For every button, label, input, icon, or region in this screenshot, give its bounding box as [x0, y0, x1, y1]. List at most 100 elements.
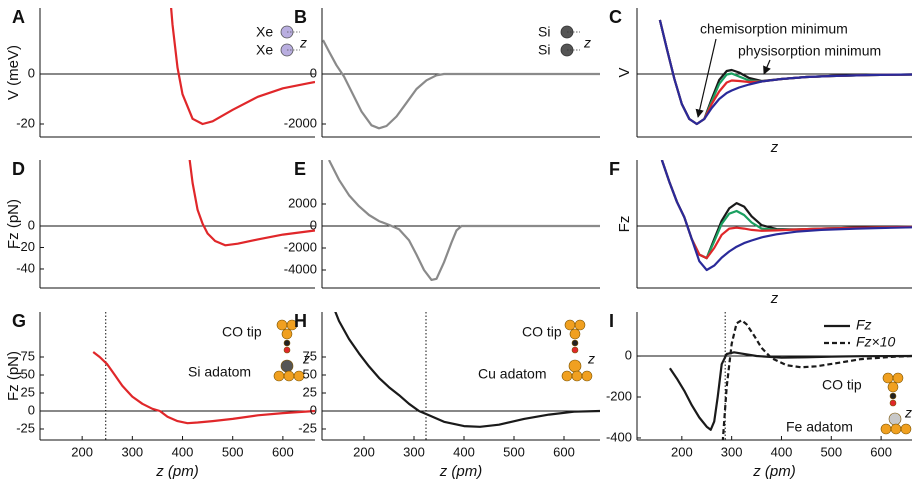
y-tick-label: -2000 — [284, 239, 317, 254]
y-tick-label: -40 — [16, 260, 35, 275]
tip-icon — [880, 372, 912, 435]
series-line — [322, 39, 600, 130]
panel-letter: E — [294, 159, 306, 179]
series-line — [658, 19, 912, 126]
series-line — [660, 160, 912, 272]
y-tick-label: -20 — [16, 115, 35, 130]
x-tick-label: 600 — [870, 444, 892, 459]
y-tick-label: -25 — [298, 420, 317, 435]
panel-letter: I — [609, 311, 614, 331]
panel: F Fz z — [609, 159, 912, 307]
x-tick-label: 200 — [671, 444, 693, 459]
atom-icons — [280, 25, 300, 57]
x-tick-label: 400 — [771, 444, 793, 459]
series-line — [668, 351, 912, 431]
y-tick-label: 0 — [310, 217, 317, 232]
panel-letter: F — [609, 159, 620, 179]
series-line — [660, 160, 912, 260]
y-axis-label: Fz — [616, 216, 633, 233]
annotation: Fe adatom — [786, 419, 853, 435]
x-tick-label: 500 — [222, 444, 244, 459]
x-tick-label: 600 — [272, 444, 294, 459]
series-line — [188, 160, 315, 247]
panel: B -2000 0 — [284, 7, 600, 138]
panel-letter: B — [294, 7, 307, 27]
y-tick-label: 0 — [310, 402, 317, 417]
x-tick-label: 200 — [71, 444, 93, 459]
series-line — [170, 8, 315, 126]
x-axis-label: z (pm) — [439, 463, 483, 480]
annotation: chemisorption minimum — [700, 21, 848, 37]
annotation: Si — [538, 24, 550, 40]
y-tick-label: 0 — [28, 65, 35, 80]
panel: E -4000 -2000 0 2000 — [284, 159, 600, 289]
tip-icon — [273, 319, 305, 382]
series-line — [328, 160, 600, 281]
annotation: Xe — [256, 42, 273, 58]
x-tick-label: 200 — [353, 444, 375, 459]
y-axis-label: V — [616, 67, 633, 77]
y-tick-label: -20 — [16, 239, 35, 254]
annotation: z — [583, 35, 591, 51]
x-axis-label: z (pm) — [155, 463, 199, 480]
annotation: Cu adatom — [478, 366, 546, 382]
panel-letter: G — [12, 311, 26, 331]
x-tick-label: 500 — [503, 444, 525, 459]
x-axis-label: z (pm) — [752, 463, 796, 480]
annotation: Si adatom — [188, 364, 251, 380]
y-tick-label: -25 — [16, 420, 35, 435]
annotation: CO tip — [522, 324, 562, 340]
panel-letter: C — [609, 7, 622, 27]
tip-icon — [561, 319, 593, 382]
y-tick-label: 2000 — [288, 195, 317, 210]
x-tick-label: 500 — [820, 444, 842, 459]
y-tick-label: 75 — [303, 348, 317, 363]
y-tick-label: 0 — [28, 217, 35, 232]
panel-letter: D — [12, 159, 25, 179]
panel: G Fz (pN) z (pm) -25 0 25 50 75 200 300 400 500 600 — [5, 311, 315, 480]
y-tick-label: -2000 — [284, 115, 317, 130]
y-tick-label: -4000 — [284, 261, 317, 276]
annotation: z — [302, 351, 310, 367]
panel-letter: H — [294, 311, 307, 331]
y-tick-label: 25 — [21, 384, 35, 399]
annotation: z — [904, 405, 912, 421]
y-axis-label: V (meV) — [5, 45, 22, 100]
y-tick-label: 0 — [625, 347, 632, 362]
x-tick-label: 300 — [721, 444, 743, 459]
series-line — [660, 160, 912, 260]
y-tick-label: 0 — [28, 402, 35, 417]
annotation: z — [587, 351, 595, 367]
y-tick-label: 0 — [310, 65, 317, 80]
x-tick-label: 300 — [121, 444, 143, 459]
y-axis-label: Fz (pN) — [5, 199, 22, 249]
annotation: CO tip — [822, 377, 862, 393]
panel: A V (meV) -20 0 — [5, 7, 315, 138]
x-tick-label: 400 — [172, 444, 194, 459]
annotation: physisorption minimum — [738, 43, 881, 59]
annotation: Si — [538, 42, 550, 58]
x-tick-label: 400 — [453, 444, 475, 459]
x-axis-label: z — [770, 290, 779, 307]
panel-letter: A — [12, 7, 25, 27]
series-line — [92, 351, 315, 425]
series-line — [660, 160, 912, 260]
x-tick-label: 300 — [403, 444, 425, 459]
y-tick-label: 25 — [303, 384, 317, 399]
x-tick-label: 600 — [553, 444, 575, 459]
annotation: z — [299, 35, 307, 51]
y-axis-label: Fz (pN) — [5, 351, 22, 401]
legend-label: Fz — [856, 317, 872, 333]
annotation: Xe — [256, 24, 273, 40]
y-tick-label: 50 — [21, 366, 35, 381]
panel: C Vz — [609, 7, 912, 156]
series-line — [334, 312, 600, 428]
annotation: CO tip — [222, 324, 262, 340]
x-axis-label: z — [770, 139, 779, 156]
panel: D Fz (pN) -40 -20 0 — [5, 159, 315, 289]
y-tick-label: -200 — [606, 388, 632, 403]
panel: Hz (pm) -25 0 25 50 75 200 300 400 500 600 — [294, 311, 600, 480]
legend-label: Fz×10 — [856, 334, 896, 350]
